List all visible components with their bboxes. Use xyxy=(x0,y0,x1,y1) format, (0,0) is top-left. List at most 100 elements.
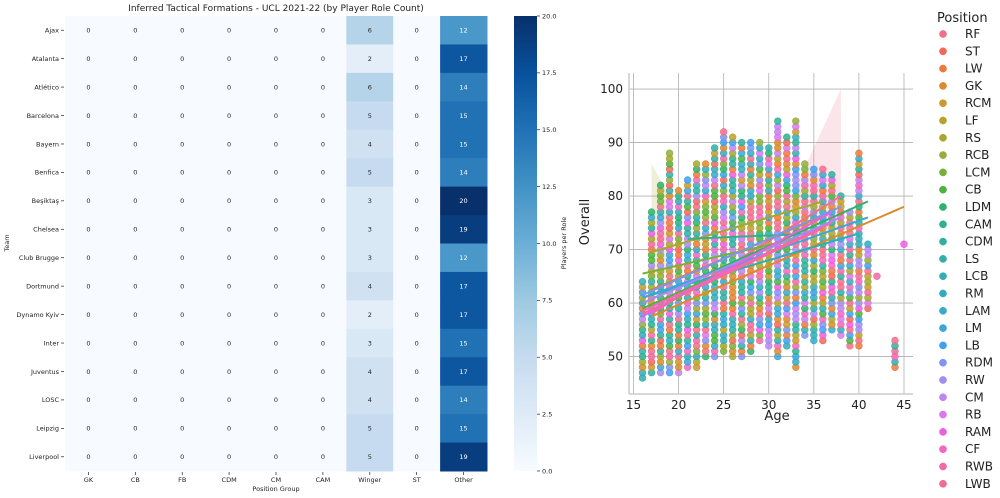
heatmap-cell xyxy=(346,442,394,472)
scatter-point xyxy=(792,229,800,238)
colorbar-tick-label: 20.0 xyxy=(542,12,556,20)
scatter-point xyxy=(656,245,665,254)
scatter-point xyxy=(855,240,863,248)
scatter-point xyxy=(774,277,782,286)
scatter-point xyxy=(873,272,881,280)
scatter-point xyxy=(792,224,800,232)
scatter-point xyxy=(710,331,719,339)
scatter-point xyxy=(728,235,737,243)
scatter-point xyxy=(638,358,647,366)
heatmap-cell xyxy=(346,72,394,102)
heatmap-cell xyxy=(205,300,254,330)
regression-line-ram xyxy=(642,211,833,318)
scatter-point xyxy=(846,208,854,216)
heatmap-cell-label: 0 xyxy=(415,311,419,319)
scatter-point xyxy=(774,176,782,184)
heatmap-cell xyxy=(299,72,347,102)
scatter-point xyxy=(728,138,737,147)
scatter-point xyxy=(774,144,782,152)
heatmap-cell-label: 0 xyxy=(180,453,184,461)
scatter-point xyxy=(837,294,845,302)
scatter-point xyxy=(728,245,737,254)
scatter-point xyxy=(756,267,764,275)
heatmap-cell xyxy=(440,215,488,244)
colorbar-tick-label: 7.5 xyxy=(542,297,552,305)
scatter-point xyxy=(747,197,755,206)
heatmap-cell-label: 0 xyxy=(86,140,90,148)
scatter-point xyxy=(810,320,818,329)
scatter-point xyxy=(656,261,665,270)
scatter-point xyxy=(710,229,719,238)
heatmap-cell-label: 0 xyxy=(180,83,184,91)
scatter-point xyxy=(683,363,692,371)
scatter-point xyxy=(674,326,683,334)
scatter-point xyxy=(710,310,719,318)
scatter-point xyxy=(747,331,755,339)
scatter-point xyxy=(828,315,836,323)
scatter-point xyxy=(737,170,746,179)
scatter-point xyxy=(810,251,818,259)
colorbar-tick-label: 5.0 xyxy=(542,354,552,362)
scatter-point xyxy=(810,267,818,275)
scatter-point xyxy=(710,170,719,179)
heatmap-cell-label: 0 xyxy=(86,83,90,91)
scatter-point xyxy=(801,208,809,216)
scatter-point xyxy=(828,310,836,318)
heatmap-cell xyxy=(65,357,113,387)
scatter-point xyxy=(710,240,719,248)
scatter-point xyxy=(701,192,710,200)
scatter-point xyxy=(728,299,737,307)
scatter-point xyxy=(674,208,683,216)
heatmap-cell-label: 0 xyxy=(227,453,231,461)
scatter-point xyxy=(774,138,782,147)
scatter-point xyxy=(710,261,719,270)
scatter-x-tick-label: 20 xyxy=(671,398,686,412)
heatmap-cell-label: 0 xyxy=(274,83,278,91)
legend-label: CB xyxy=(965,183,982,197)
heatmap-cell-label: 0 xyxy=(133,368,137,376)
scatter-point xyxy=(846,326,854,334)
heatmap-cell-label: 0 xyxy=(274,55,278,63)
scatter-point xyxy=(774,154,782,163)
scatter-point xyxy=(837,224,845,232)
heatmap-cell-label: 0 xyxy=(415,396,419,404)
scatter-point xyxy=(728,149,737,157)
scatter-point xyxy=(647,368,656,377)
scatter-point xyxy=(701,160,710,168)
scatter-point xyxy=(765,197,773,206)
scatter-point xyxy=(801,251,809,259)
scatter-point xyxy=(801,245,809,254)
scatter-point xyxy=(783,144,791,152)
scatter-point xyxy=(683,235,692,243)
scatter-point xyxy=(783,315,791,323)
scatter-point xyxy=(737,165,746,174)
scatter-point xyxy=(656,331,665,339)
scatter-point xyxy=(774,288,782,297)
scatter-point xyxy=(855,154,863,163)
scatter-point xyxy=(737,336,746,345)
scatter-point xyxy=(737,181,746,190)
scatter-point xyxy=(846,224,854,232)
scatter-point xyxy=(810,256,818,264)
heatmap-row-label: Bayern xyxy=(36,140,59,148)
scatter-point xyxy=(701,208,710,216)
scatter-point xyxy=(801,229,809,238)
scatter-point xyxy=(774,315,782,323)
scatter-point xyxy=(728,331,737,339)
scatter-point xyxy=(747,299,755,307)
scatter-point xyxy=(837,299,845,307)
legend-marker xyxy=(939,151,947,159)
scatter-point xyxy=(656,187,665,195)
scatter-point xyxy=(756,138,764,147)
scatter-point xyxy=(719,197,728,206)
scatter-point xyxy=(774,213,782,222)
scatter-point xyxy=(783,277,791,286)
scatter-point xyxy=(656,208,665,216)
scatter-point xyxy=(719,240,728,248)
colorbar-ticks: 0.0 2.5 5.0 7.5 10.0 12.5 15.0 17.5 20.0 xyxy=(537,12,556,475)
ci-band-rs xyxy=(651,163,670,282)
scatter-point xyxy=(864,304,872,313)
scatter-point xyxy=(665,294,674,302)
scatter-point xyxy=(665,197,674,206)
scatter-point xyxy=(737,277,746,286)
